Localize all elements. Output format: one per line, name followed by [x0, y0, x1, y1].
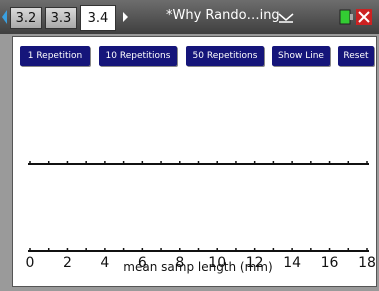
screen: 1 Repetition 10 Repetitions 50 Repetitio…: [12, 36, 377, 287]
x-tick-label: 16: [321, 255, 339, 271]
x-tick-label: 2: [63, 255, 72, 271]
tool-bar: 3.2 3.3 3.4 *Why Rando…ing: [0, 0, 379, 34]
x-tick-label: 8: [175, 255, 184, 271]
tab[interactable]: 3.2: [10, 7, 42, 29]
x-tick-label: 6: [138, 255, 147, 271]
document-title: *Why Rando…ing: [166, 8, 280, 23]
tab[interactable]: 3.3: [45, 7, 77, 29]
x-tick-label: 0: [26, 255, 35, 271]
status-icons: [336, 0, 376, 34]
x-tick-label: 12: [246, 255, 264, 271]
page: {"tabs": ["3.2", "3.3", "3.4"], "documen…: [0, 0, 379, 291]
x-tick-label: 4: [100, 255, 109, 271]
title-dropdown[interactable]: [276, 0, 296, 34]
x-tick-label: 10: [208, 255, 226, 271]
tab-scroll-right[interactable]: [121, 0, 131, 34]
x-tick-label: 18: [358, 255, 376, 271]
tab-scroll-left[interactable]: [0, 0, 10, 34]
x-tick-label: 14: [283, 255, 301, 271]
tab-active[interactable]: 3.4: [80, 5, 116, 31]
